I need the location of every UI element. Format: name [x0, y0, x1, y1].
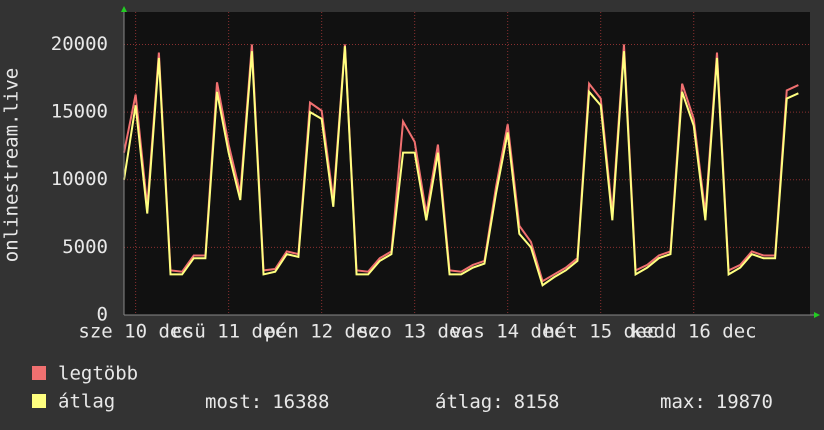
x-tick-label: szo 13 dec — [357, 321, 471, 343]
stat-label: átlag: — [435, 391, 504, 413]
legend-label: legtöbb — [58, 363, 138, 385]
x-arrow — [814, 312, 820, 318]
y-tick-label: 15000 — [51, 101, 108, 123]
stat-value: 16388 — [272, 391, 329, 413]
y-tick-label: 5000 — [62, 236, 108, 258]
y-arrow — [121, 6, 127, 12]
series-line — [123, 44, 799, 283]
stat: max: 19870 — [660, 391, 773, 413]
lines — [123, 44, 799, 287]
x-tick-label: vas 14 dec — [450, 321, 564, 343]
y-tick-label: 0 — [97, 304, 108, 326]
y-tick-label: 20000 — [51, 33, 108, 55]
stat-value: 8158 — [514, 391, 560, 413]
stat: átlag: 8158 — [435, 391, 559, 413]
legend-label: átlag — [58, 391, 115, 413]
plot-area — [124, 12, 810, 315]
x-tick-label: hét 15 dec — [544, 321, 658, 343]
y-tick-label: 10000 — [51, 168, 108, 190]
legend: legtöbb átlag most: 16388 átlag: 8158 max: 1987… — [32, 363, 773, 413]
x-tick-label: pén 12 dec — [264, 321, 378, 343]
stat-value: 19870 — [716, 391, 773, 413]
x-tick-label: csü 11 dec — [171, 321, 285, 343]
x-tick-label: sze 10 dec — [78, 321, 192, 343]
y-axis-label: onlinestream.live — [1, 68, 23, 262]
x-tick-label: kedd 16 dec — [631, 321, 757, 343]
stat-label: most: — [205, 391, 262, 413]
legend-swatch — [32, 394, 46, 408]
legend-swatch — [32, 366, 46, 380]
series-line — [123, 46, 799, 287]
stat-label: max: — [660, 391, 706, 413]
stat: most: 16388 — [205, 391, 329, 413]
